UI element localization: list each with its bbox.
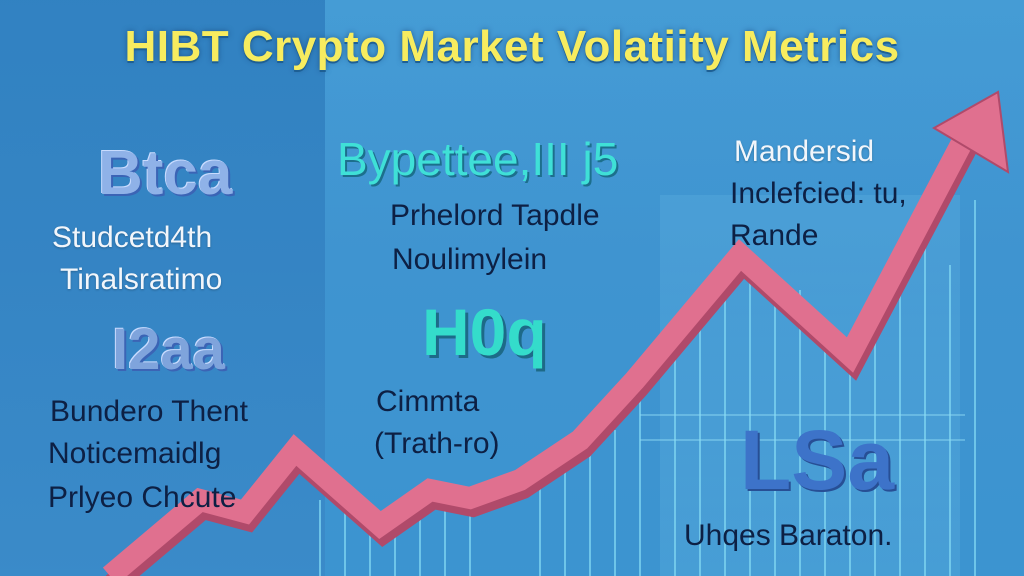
trend-arrow-head [932, 90, 1010, 174]
center-line-1: Prhelord Tapdle [390, 199, 600, 232]
left-line-1: Studcetd4th [52, 221, 213, 254]
left-para-2: Noticemaidlg [48, 437, 222, 470]
center-para-2: (Trath-ro) [374, 427, 500, 460]
left-heading: Btca [98, 139, 233, 208]
right-figure: LSa [740, 413, 895, 507]
right-line-2: Inclefcied: tu, [730, 177, 907, 210]
chart-gridlines [319, 200, 976, 576]
left-line-2: Tinalsratimo [60, 263, 223, 296]
center-line-2: Noulimylein [392, 243, 548, 276]
left-para-1: Bundero Thent [50, 395, 248, 428]
right-line-1: Mandersid [734, 135, 875, 168]
center-heading: Bypettee,III j5 [337, 133, 619, 185]
center-figure: H0q [422, 295, 547, 369]
page-title: HIBT Crypto Market Volatiity Metrics [124, 22, 900, 71]
right-line-3: Rande [730, 219, 819, 252]
center-para-1: Cimmta [376, 385, 480, 418]
left-para-3: Prlyeo Chcute [48, 481, 237, 514]
left-figure: I2aa [112, 317, 225, 382]
trend-arrow-icon [102, 112, 985, 576]
right-caption: Uhqes Baraton. [684, 519, 893, 552]
